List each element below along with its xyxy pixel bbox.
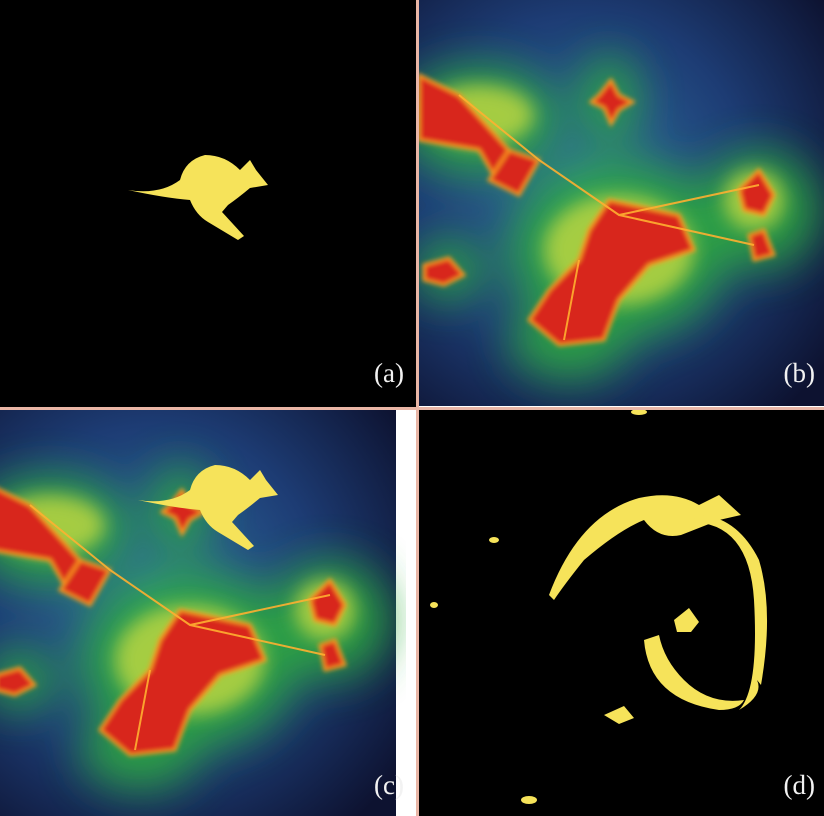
panel-label: (d): [784, 770, 815, 800]
panel-label: (a): [374, 358, 404, 388]
panel-label: (b): [784, 358, 815, 388]
panel-c: (c): [0, 410, 404, 816]
panel-a: (a): [0, 0, 416, 407]
figure: (a) (b) (c) (d): [0, 0, 824, 816]
panel-b: (b): [399, 0, 824, 406]
panel-d: (d): [419, 409, 824, 816]
panel-label: (c): [374, 770, 404, 800]
divider: [0, 407, 824, 410]
